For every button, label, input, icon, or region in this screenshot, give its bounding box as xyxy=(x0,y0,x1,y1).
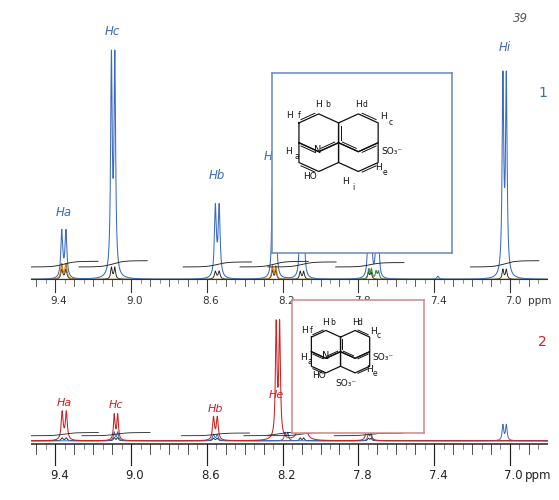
Text: 7.0: 7.0 xyxy=(504,470,523,482)
Text: a: a xyxy=(307,356,312,366)
Text: Hc: Hc xyxy=(105,26,120,38)
Text: H: H xyxy=(366,364,373,374)
Text: H: H xyxy=(352,318,358,327)
Text: c: c xyxy=(377,332,381,340)
Text: H: H xyxy=(380,112,387,122)
Text: H: H xyxy=(375,162,382,172)
Text: H: H xyxy=(300,352,307,362)
Text: c: c xyxy=(389,118,393,126)
Text: d: d xyxy=(363,100,368,108)
Text: 9.4: 9.4 xyxy=(50,470,69,482)
Text: H: H xyxy=(315,100,322,108)
Text: 8.6: 8.6 xyxy=(201,470,220,482)
Text: SO₃⁻: SO₃⁻ xyxy=(372,352,394,362)
Text: H: H xyxy=(370,328,377,336)
Text: b: b xyxy=(330,318,335,327)
Text: He: He xyxy=(264,150,280,162)
Text: N: N xyxy=(321,351,329,361)
Text: 7.8: 7.8 xyxy=(353,470,372,482)
Text: Hf: Hf xyxy=(369,177,382,190)
Text: H: H xyxy=(342,177,349,186)
Text: a: a xyxy=(295,152,300,161)
Text: f: f xyxy=(310,326,312,335)
Text: 7.8: 7.8 xyxy=(354,296,371,306)
Text: He: He xyxy=(268,390,283,400)
Text: 8.2: 8.2 xyxy=(278,296,295,306)
Text: HO: HO xyxy=(312,371,326,380)
Text: 8.2: 8.2 xyxy=(277,470,296,482)
Text: i: i xyxy=(352,182,354,192)
Text: SO₃⁻: SO₃⁻ xyxy=(382,146,403,156)
Text: 8.6: 8.6 xyxy=(202,296,219,306)
Text: H: H xyxy=(287,110,293,120)
Text: 9.0: 9.0 xyxy=(127,296,143,306)
Text: Ha: Ha xyxy=(56,206,72,219)
Text: H: H xyxy=(301,326,308,335)
Text: d: d xyxy=(358,318,363,327)
Text: 9.0: 9.0 xyxy=(126,470,144,482)
Text: H: H xyxy=(323,318,329,327)
Text: Ha: Ha xyxy=(56,398,72,408)
Text: Hf: Hf xyxy=(362,397,375,407)
Text: Hc: Hc xyxy=(109,400,123,410)
Text: SO₃⁻: SO₃⁻ xyxy=(335,379,357,388)
Text: 39: 39 xyxy=(513,12,528,26)
Text: ppm: ppm xyxy=(525,470,552,482)
Text: Hi: Hi xyxy=(499,41,511,54)
Text: Hb: Hb xyxy=(209,169,225,182)
Text: ppm: ppm xyxy=(528,296,552,306)
Text: Hd: Hd xyxy=(297,390,313,400)
Text: N: N xyxy=(314,144,321,154)
Text: e: e xyxy=(373,368,377,378)
Text: 2: 2 xyxy=(538,335,547,349)
Text: HO: HO xyxy=(303,172,316,180)
Text: 7.0: 7.0 xyxy=(505,296,522,306)
Text: e: e xyxy=(383,168,387,177)
Text: Hd: Hd xyxy=(297,158,314,170)
Text: f: f xyxy=(297,110,300,120)
Text: 1: 1 xyxy=(538,86,547,100)
Text: Hb: Hb xyxy=(207,404,223,414)
Text: 9.4: 9.4 xyxy=(51,296,68,306)
Text: b: b xyxy=(325,100,330,108)
Text: H: H xyxy=(355,100,362,108)
Text: H: H xyxy=(285,146,292,156)
Text: 7.4: 7.4 xyxy=(430,296,446,306)
Text: 7.4: 7.4 xyxy=(429,470,447,482)
